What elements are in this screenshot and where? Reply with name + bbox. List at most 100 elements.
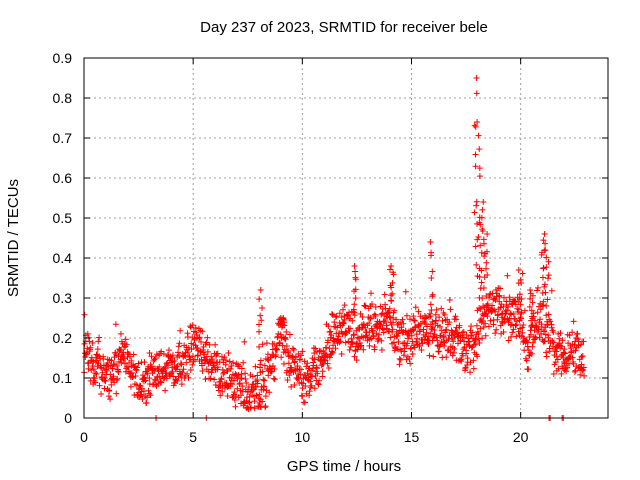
data-point [280,360,287,367]
data-point [340,306,347,313]
data-point [177,360,184,367]
data-point [232,371,239,378]
data-point [545,275,552,282]
data-point [175,349,182,356]
data-point [143,399,150,406]
data-point [500,328,507,335]
data-point [387,292,394,299]
data-point [238,375,245,382]
data-point [181,352,188,359]
data-point [284,376,291,383]
data-point [501,316,508,323]
data-point [415,308,422,315]
data-point [123,341,130,348]
data-point [106,388,113,395]
y-tick-label: 0.6 [53,170,73,186]
data-point [262,403,269,410]
data-point [151,356,158,363]
data-point [251,398,258,405]
data-point [353,357,360,364]
data-point [511,298,518,305]
data-point [144,370,151,377]
data-point [561,346,568,353]
data-point [148,353,155,360]
data-point [354,334,361,341]
data-point [386,305,393,312]
data-point [269,362,276,369]
data-point [543,302,550,309]
data-point [515,306,522,313]
data-point [435,348,442,355]
data-point [535,326,542,333]
data-point [475,132,482,139]
data-point [352,295,359,302]
data-point [566,332,573,339]
data-point [146,375,153,382]
data-point [523,357,530,364]
data-point [346,309,353,316]
data-point [256,296,263,303]
data-point [457,337,464,344]
data-point [515,328,522,335]
data-point [529,321,536,328]
data-point [542,289,549,296]
data-point [322,357,329,364]
data-point [438,327,445,334]
data-point [426,352,433,359]
data-point [169,368,176,375]
data-point [577,371,584,378]
data-point [443,326,450,333]
data-point [132,372,139,379]
data-point [507,310,514,317]
data-point [547,318,554,325]
data-point [406,316,413,323]
data-point [336,310,343,317]
data-point [152,355,159,362]
data-point [480,285,487,292]
data-point [480,199,487,205]
data-point [493,326,500,333]
y-tick-label: 0.5 [53,210,73,226]
data-point [378,337,385,344]
data-point [543,349,550,356]
data-point [168,370,175,377]
data-point [393,316,400,323]
data-point [259,341,266,348]
data-point [378,346,385,353]
data-point [84,330,91,337]
data-point [328,332,335,339]
data-point [469,329,476,336]
data-point [191,356,198,363]
data-point [386,314,393,321]
y-tick-label: 0.1 [53,370,73,386]
data-point [542,247,549,253]
data-point [408,345,415,352]
data-point [351,331,358,338]
data-point [189,361,196,368]
data-point [521,307,528,314]
x-tick-label: 15 [404,429,420,445]
data-point [556,335,563,342]
data-point [296,356,303,363]
data-point [257,357,264,364]
data-point [386,328,393,335]
data-point [297,352,304,359]
data-point [427,301,434,308]
data-point [421,336,428,343]
data-point [476,173,483,180]
data-point [578,353,585,360]
data-point [534,309,541,316]
data-point [227,380,234,387]
data-point [156,373,163,380]
data-point [480,324,487,331]
data-point [244,394,251,401]
data-point [500,294,507,301]
data-point [458,356,465,363]
data-point [285,360,292,367]
data-point [422,315,429,322]
data-point [546,348,553,355]
data-point [376,318,383,325]
data-point [262,393,269,400]
data-point [474,119,481,125]
data-point [542,240,549,247]
